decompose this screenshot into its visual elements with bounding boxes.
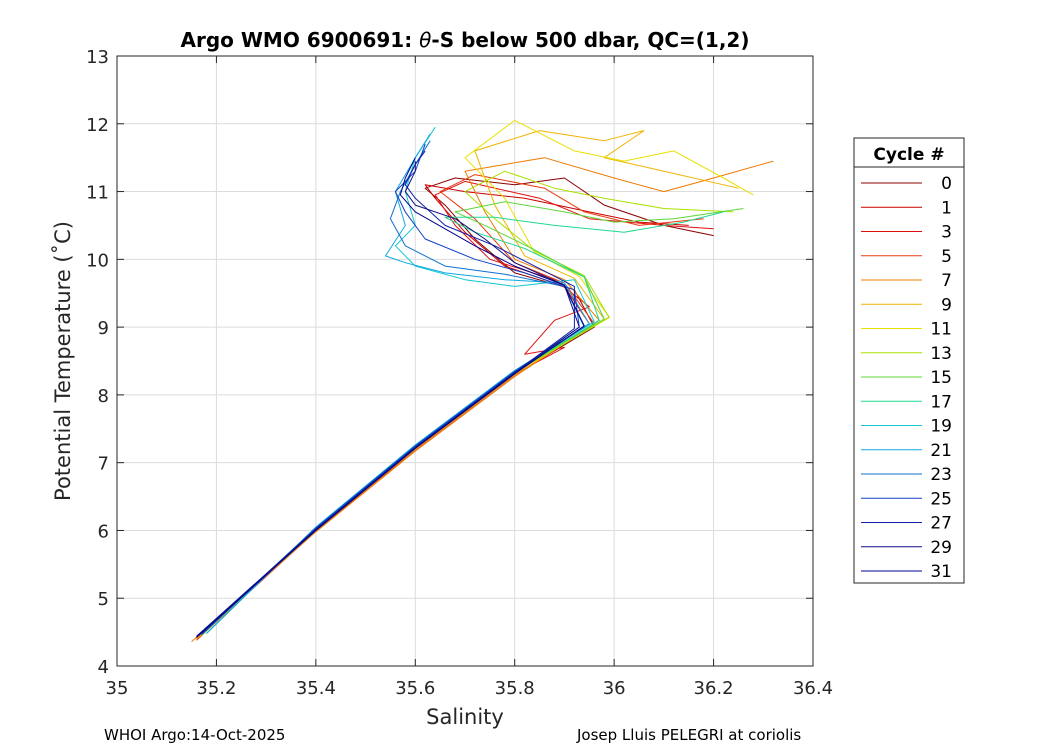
y-tick-label: 4 [98, 657, 109, 678]
title-theta-symbol: θ [419, 28, 431, 52]
y-tick-label: 12 [86, 115, 109, 136]
y-tick-label: 9 [98, 318, 109, 339]
chart-title: Argo WMO 6900691: θ-S below 500 dbar, QC… [181, 28, 750, 52]
legend-label-cycle-13: 13 [930, 344, 952, 364]
y-tick-label: 10 [86, 250, 109, 271]
legend-label-cycle-21: 21 [930, 441, 952, 461]
footer-left-credit: WHOI Argo:14-Oct-2025 [104, 726, 286, 744]
x-tick-label: 36 [603, 678, 626, 699]
x-axis-label: Salinity [426, 705, 504, 729]
y-tick-label: 6 [98, 521, 109, 542]
legend-label-cycle-3: 3 [941, 223, 952, 243]
x-tick-label: 36.2 [694, 678, 734, 699]
legend-label-cycle-1: 1 [941, 198, 952, 218]
x-tick-label: 35.8 [495, 678, 535, 699]
series-line-cycle-5 [196, 174, 704, 641]
legend-label-cycle-5: 5 [941, 247, 952, 267]
legend-label-cycle-31: 31 [930, 562, 952, 582]
x-tick-label: 36.4 [793, 678, 833, 699]
axis-ticks: 35 35.2 35.4 35.6 35.8 36 36.2 36.4 4 5 6 7 8 9 10 11 12… [86, 47, 833, 699]
footer-right-credit: Josep Lluis PELEGRI at coriolis [577, 726, 802, 744]
series-line-cycle-9 [196, 130, 739, 640]
x-tick-label: 35.4 [296, 678, 336, 699]
legend-label-cycle-15: 15 [930, 368, 952, 388]
legend-label-cycle-9: 9 [941, 295, 952, 315]
x-tick-label: 35.6 [395, 678, 435, 699]
series-line-cycle-25 [201, 143, 580, 636]
y-tick-label: 13 [86, 47, 109, 68]
y-axis-label: Potential Temperature (˚C) [51, 221, 75, 501]
legend-label-cycle-19: 19 [930, 417, 952, 437]
legend-label-cycle-17: 17 [930, 392, 952, 412]
legend-label-cycle-27: 27 [930, 514, 952, 534]
series-line-cycle-23 [201, 140, 585, 635]
legend-box [853, 137, 965, 584]
series-line-cycle-21 [206, 133, 590, 634]
legend-label-cycle-0: 0 [941, 174, 952, 194]
title-text-end: -S below 500 dbar, QC=(1,2) [431, 28, 749, 52]
title-text-start: Argo WMO 6900691: [181, 28, 420, 52]
y-tick-label: 5 [98, 589, 109, 610]
legend-label-cycle-25: 25 [930, 489, 952, 509]
x-tick-label: 35.2 [196, 678, 236, 699]
legend-label-cycle-11: 11 [930, 320, 952, 340]
legend-label-cycle-7: 7 [941, 271, 952, 291]
series-line-cycle-31 [196, 157, 585, 638]
y-tick-label: 11 [86, 183, 109, 204]
y-tick-label: 7 [98, 454, 109, 475]
series-line-cycle-7 [191, 157, 774, 642]
legend-label-cycle-23: 23 [930, 465, 952, 485]
x-tick-label: 35 [106, 678, 129, 699]
y-tick-label: 8 [98, 386, 109, 407]
plot-area-border [116, 55, 814, 667]
legend-label-cycle-29: 29 [930, 538, 952, 558]
series-line-cycle-27 [196, 150, 575, 637]
legend-title: Cycle # [873, 145, 944, 165]
series-group [191, 119, 774, 642]
